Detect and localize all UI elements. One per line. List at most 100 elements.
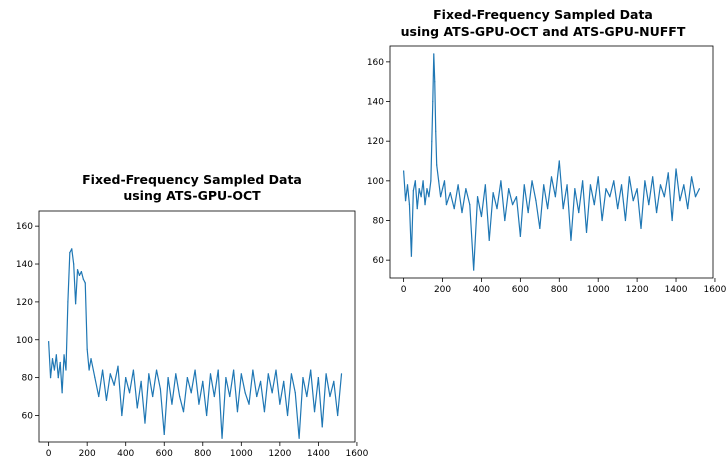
chart-left-xtick-label: 1000 xyxy=(230,449,253,459)
chart-right-series-line xyxy=(403,53,700,271)
chart-right-data-point xyxy=(428,196,430,198)
chart-right-data-point xyxy=(434,81,436,83)
chart-left-data-point xyxy=(80,270,82,273)
chart-left-data-point xyxy=(69,252,71,254)
chart-right-data-point xyxy=(527,211,529,214)
chart-right-data-point xyxy=(443,180,446,182)
chart-left-data-point xyxy=(259,380,262,383)
chart-left-ytick-label: 140 xyxy=(16,260,33,270)
chart-right-data-point xyxy=(408,204,411,206)
chart-left-data-point xyxy=(310,369,312,371)
chart-right-data-point xyxy=(519,235,521,237)
chart-right-data-point xyxy=(628,176,630,178)
chart-left-data-point xyxy=(163,433,165,436)
chart-left-frame xyxy=(38,210,356,443)
chart-left-data-point xyxy=(84,282,86,284)
chart-left-data-point xyxy=(294,392,296,394)
chart-right-data-point xyxy=(550,176,553,178)
chart-left-ytick-label: 80 xyxy=(22,374,34,384)
chart-left-data-point xyxy=(248,403,250,405)
chart-right-data-point xyxy=(675,168,677,170)
chart-left-data-point xyxy=(209,373,212,375)
chart-left-data-point xyxy=(144,422,146,424)
chart-right-data-point xyxy=(439,196,442,198)
chart-right-data-point xyxy=(523,184,525,186)
chart-right-ytick-label: 140 xyxy=(367,98,384,108)
chart-right-data-point xyxy=(617,207,619,210)
chart-right-data-point xyxy=(404,200,407,202)
chart-right-data-point xyxy=(476,196,479,198)
chart-left-data-point xyxy=(90,358,92,360)
chart-right-data-point xyxy=(597,176,599,178)
chart-left-xtick-label: 1200 xyxy=(268,449,291,459)
chart-left-series-line xyxy=(48,248,343,439)
chart-right-data-point xyxy=(431,140,433,142)
chart-left-data-point xyxy=(55,354,57,356)
chart-left-data-point xyxy=(337,414,339,417)
chart-left-data-point xyxy=(121,414,123,417)
chart-right-data-point xyxy=(433,53,435,55)
chart-left-data-point xyxy=(179,395,181,398)
chart-right-data-point xyxy=(457,184,459,186)
chart-left-data-point xyxy=(182,411,185,413)
chart-left-data-point xyxy=(75,303,77,305)
chart-left-xtick-label: 400 xyxy=(117,449,134,459)
chart-left-data-point xyxy=(317,377,319,379)
chart-left-data-point xyxy=(57,377,59,379)
chart-left-data-point xyxy=(71,248,73,250)
chart-left-data-point xyxy=(86,348,88,350)
chart-left-data-point xyxy=(225,377,227,379)
chart-right-data-point xyxy=(496,207,498,210)
chart-left-data-point xyxy=(290,373,293,375)
chart-right-data-point xyxy=(436,164,438,166)
chart-left-data-point xyxy=(113,384,115,386)
chart-right-data-point xyxy=(582,180,584,182)
chart-left-data-point xyxy=(159,388,161,390)
chart-left-xtick-label: 1600 xyxy=(345,449,368,459)
chart-right-data-point xyxy=(683,184,685,186)
chart-left-data-point xyxy=(73,263,75,265)
chart-left-title: Fixed-Frequency Sampled Data xyxy=(82,172,302,187)
chart-right-data-point xyxy=(422,180,424,182)
chart-left-data-point xyxy=(286,414,289,417)
chart-right-data-point xyxy=(420,196,422,198)
chart-left-data-point xyxy=(213,395,215,398)
chart-right-xtick-label: 400 xyxy=(473,285,490,295)
chart-right-data-point xyxy=(453,207,455,210)
chart-right-data-point xyxy=(418,188,420,190)
chart-left-data-point xyxy=(244,392,246,394)
chart-right-data-point xyxy=(403,170,405,172)
chart-right-data-point xyxy=(484,184,486,186)
chart-left-data-point xyxy=(271,392,273,394)
chart-right-data-point xyxy=(445,204,448,206)
chart-right-data-point xyxy=(531,180,533,182)
chart-right-data-point xyxy=(511,204,514,206)
chart-left-data-point xyxy=(48,341,50,343)
chart-right-ytick-label: 60 xyxy=(373,256,385,266)
chart-left-data-point xyxy=(140,380,142,383)
chart-left-data-point xyxy=(88,369,90,371)
chart-left-data-point xyxy=(267,373,269,375)
chart-right-data-point xyxy=(469,204,471,206)
chart-left-data-point xyxy=(221,437,223,439)
chart-right-data-point xyxy=(601,219,603,222)
chart-right-data-point xyxy=(414,180,416,182)
chart-left-data-point xyxy=(321,426,323,428)
chart-right-data-point xyxy=(435,130,437,132)
chart-left-data-point xyxy=(98,395,100,398)
chart-left-data-point xyxy=(279,403,281,405)
chart-right-data-point xyxy=(500,180,502,182)
chart-right-data-point xyxy=(426,188,428,190)
chart-left-data-point xyxy=(53,369,56,371)
chart-right-xtick-label: 600 xyxy=(512,285,529,295)
chart-left-data-point xyxy=(302,377,304,379)
chart-left-data-point xyxy=(49,377,52,379)
chart-left-data-point xyxy=(94,377,96,379)
chart-left-data-point xyxy=(125,377,127,379)
chart-right-data-point xyxy=(574,188,576,190)
chart-right-data-point xyxy=(430,180,432,182)
chart-right-data-point xyxy=(648,204,650,206)
chart-left-data-point xyxy=(202,380,204,383)
chart-left-data-point xyxy=(148,373,150,375)
chart-left-data-point xyxy=(275,369,277,371)
